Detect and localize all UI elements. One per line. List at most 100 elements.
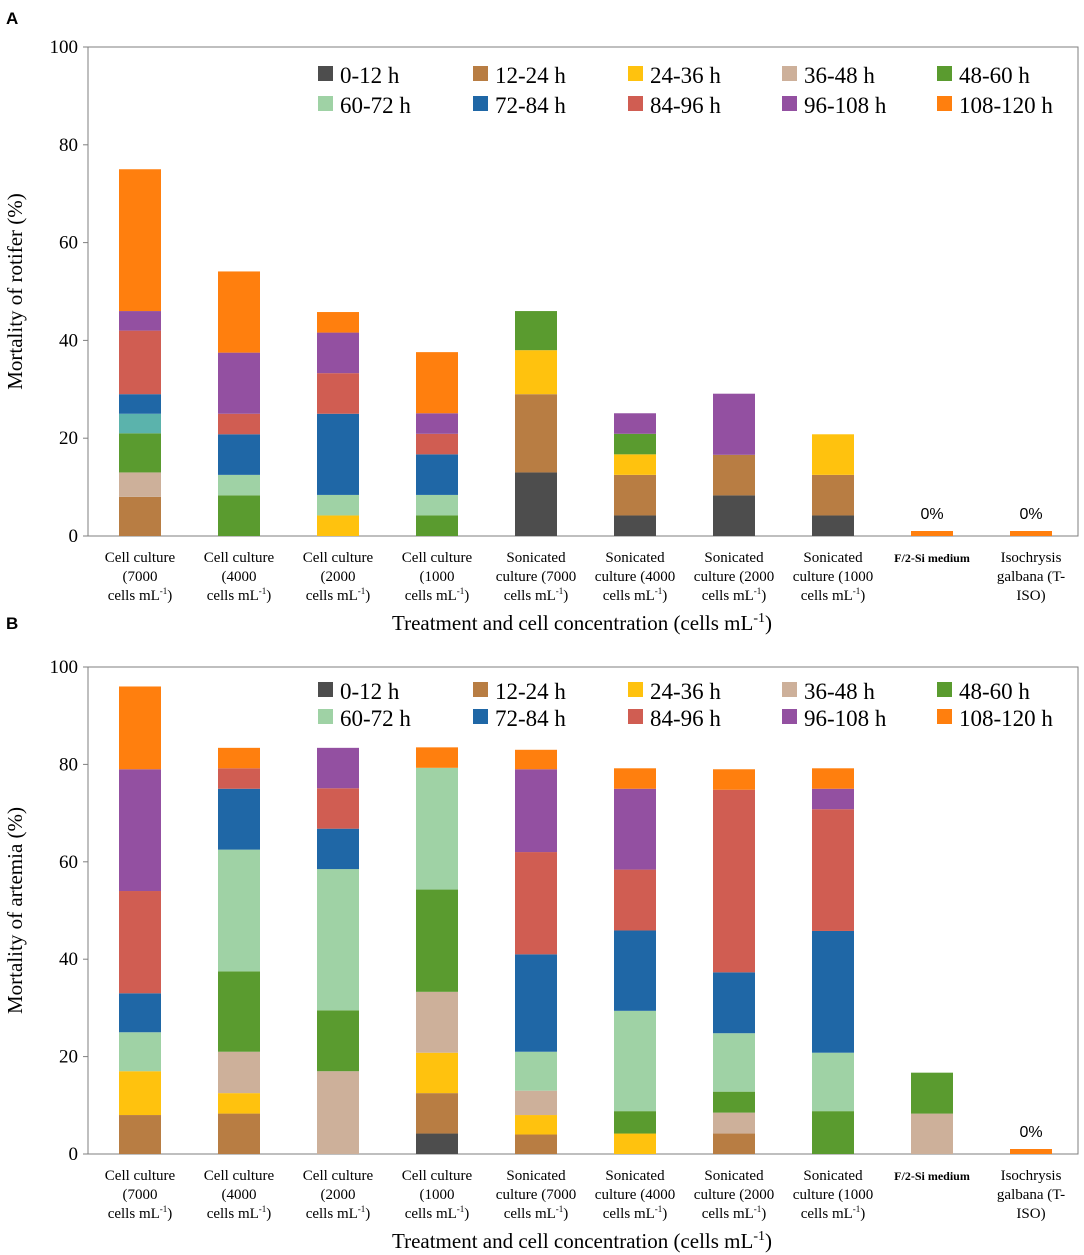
x-category-label: Sonicated	[605, 1168, 665, 1184]
bar-segment	[416, 1093, 458, 1134]
bar-segment	[515, 1115, 557, 1135]
legend-swatch	[318, 66, 333, 81]
bar-segment	[911, 1113, 953, 1154]
bar-segment	[416, 515, 458, 536]
bar-segment	[416, 889, 458, 992]
bar-segment	[218, 849, 260, 972]
bar-segment	[317, 373, 359, 414]
x-category-label: Sonicated	[704, 550, 764, 566]
bar-segment	[317, 869, 359, 1011]
bar-segment	[218, 271, 260, 353]
bar-segment	[614, 413, 656, 434]
legend-entry: 60-72 h	[340, 706, 411, 731]
y-tick-label: 60	[59, 852, 78, 873]
bar-segment	[713, 789, 755, 973]
zero-bar	[911, 531, 953, 536]
bar-segment	[119, 993, 161, 1033]
bar-segment	[218, 1093, 260, 1114]
y-tick-label: 100	[50, 657, 79, 678]
legend-swatch	[473, 96, 488, 111]
bar-segment	[614, 1133, 656, 1154]
bar-segment	[812, 474, 854, 516]
bar-segment	[614, 515, 656, 536]
bar-segment	[515, 350, 557, 395]
x-category-label: Sonicated	[605, 550, 665, 566]
legend-swatch	[318, 709, 333, 724]
zero-bar	[1010, 531, 1052, 536]
y-axis-label: Mortality of artemia (%)	[3, 807, 27, 1014]
x-category-label: Sonicated	[803, 550, 863, 566]
legend-entry: 36-48 h	[804, 679, 875, 704]
bar-segment	[119, 413, 161, 434]
y-tick-label: 0	[69, 1144, 79, 1165]
x-category-label: Sonicated	[704, 1168, 764, 1184]
bar-segment	[317, 413, 359, 495]
legend-entry: 12-24 h	[495, 63, 566, 88]
x-category-label: F/2-Si medium	[894, 551, 970, 565]
chart-panel-a: A 0 20 40 60 80 100 Mortality of rotifer (%) Tre…	[3, 9, 1079, 635]
legend-entry: 24-36 h	[650, 63, 721, 88]
bar-segment	[515, 1051, 557, 1091]
y-tick-label: 0	[69, 526, 79, 547]
x-category-label: cells mL-1)	[603, 1204, 668, 1222]
bar-segment	[614, 869, 656, 931]
x-category-label: Cell culture	[303, 1168, 374, 1184]
bar-segment	[614, 454, 656, 475]
bar-segment	[119, 1115, 161, 1154]
x-category-label: galbana (T-	[997, 569, 1065, 585]
bar-segment	[614, 474, 656, 516]
legend-swatch	[628, 66, 643, 81]
x-category-label: Isochrysis	[1001, 550, 1062, 566]
x-axis-label: Treatment and cell concentration (cells …	[392, 1229, 772, 1253]
panel-letter: B	[6, 614, 18, 633]
legend-swatch	[473, 682, 488, 697]
legend-entry: 72-84 h	[495, 706, 566, 731]
bar-segment	[614, 930, 656, 1011]
legend-entry: 96-108 h	[804, 706, 887, 731]
x-category-label: Isochrysis	[1001, 1168, 1062, 1184]
legend-swatch	[937, 96, 952, 111]
x-category-label: cells mL-1)	[207, 1204, 272, 1222]
x-category-label: Cell culture	[402, 1168, 473, 1184]
legend-swatch	[628, 682, 643, 697]
bar-segment	[119, 394, 161, 414]
bar-segment	[812, 768, 854, 789]
x-category-label: (4000	[222, 1187, 257, 1203]
bar-segment	[218, 352, 260, 414]
zero-label: 0%	[920, 506, 943, 523]
bar-segment	[713, 972, 755, 1034]
bar-segment	[317, 747, 359, 789]
legend-entry: 0-12 h	[340, 63, 400, 88]
legend-entry: 24-36 h	[650, 679, 721, 704]
bar-segment	[119, 433, 161, 473]
x-category-label: cells mL-1)	[603, 586, 668, 604]
legend-entry: 12-24 h	[495, 679, 566, 704]
bar-segment	[416, 991, 458, 1053]
bar-segment	[218, 971, 260, 1052]
bar-segment	[812, 515, 854, 536]
legend-entry: 60-72 h	[340, 93, 411, 118]
bar-segment	[416, 433, 458, 455]
x-category-label: culture (2000	[694, 1187, 774, 1203]
bar-segment	[317, 312, 359, 333]
bar-segment	[614, 1111, 656, 1134]
x-category-label: culture (4000	[595, 1187, 675, 1203]
x-category-label: (1000	[420, 569, 455, 585]
bar-segment	[218, 413, 260, 435]
legend-entry: 108-120 h	[959, 706, 1053, 731]
bar-segment	[515, 1090, 557, 1116]
legend-entry: 84-96 h	[650, 93, 721, 118]
bar-segment	[218, 495, 260, 536]
bar-segment	[317, 494, 359, 516]
bar-segment	[218, 434, 260, 475]
bar-segment	[119, 769, 161, 892]
bar-segment	[317, 1071, 359, 1154]
x-axis-label: Treatment and cell concentration (cells …	[392, 611, 772, 635]
legend-swatch	[782, 709, 797, 724]
bar-segment	[515, 472, 557, 536]
bar-segment	[416, 747, 458, 768]
x-category-label: cells mL-1)	[108, 1204, 173, 1222]
chart-panel-b: B 0 20 40 60 80 100 Mortality of artemia (%) Tre…	[3, 614, 1079, 1253]
zero-label: 0%	[1019, 506, 1042, 523]
bar-segment	[416, 352, 458, 414]
